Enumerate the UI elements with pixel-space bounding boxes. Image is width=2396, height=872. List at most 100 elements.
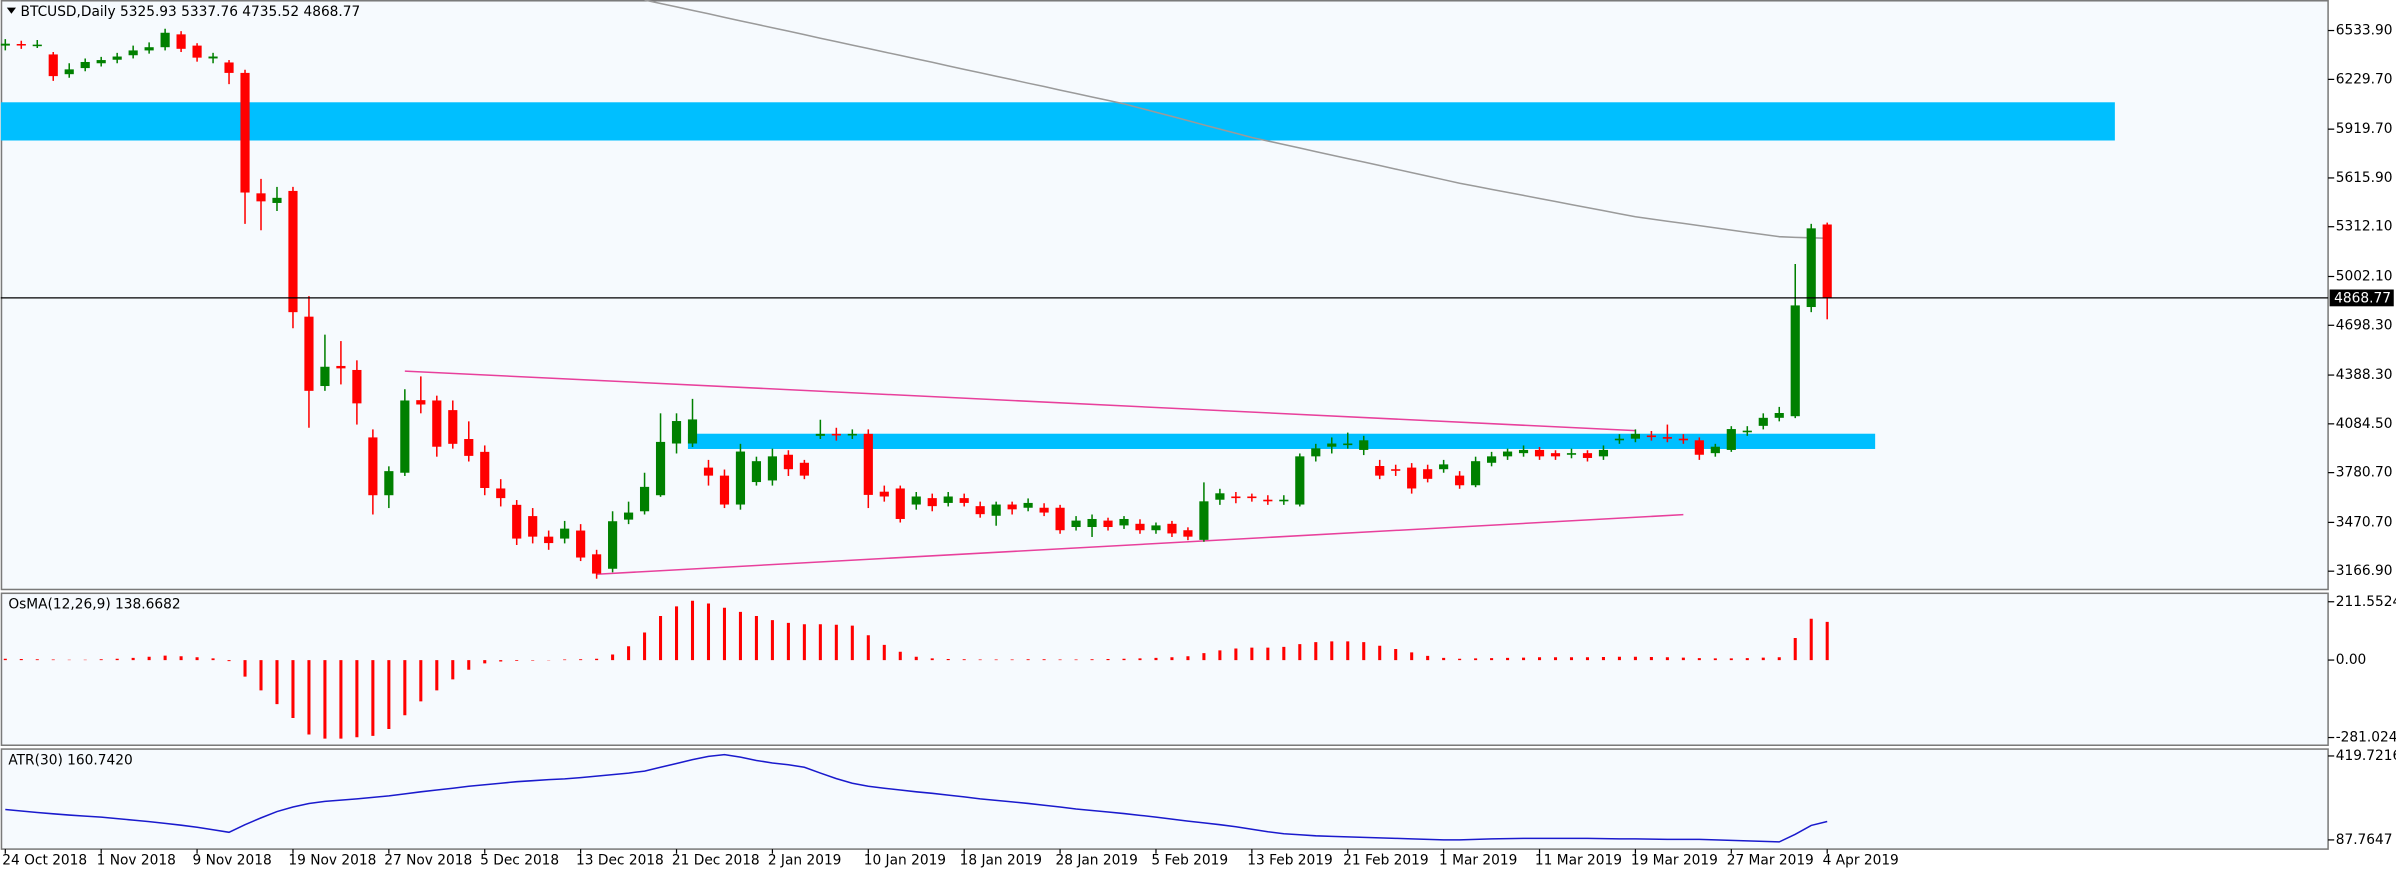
candle-body (256, 193, 266, 202)
osma-layer (3, 600, 1829, 739)
candle-body (64, 69, 74, 75)
y-tick-label: 6229.70 (2336, 71, 2393, 87)
candle-body (735, 451, 746, 505)
y-tick-label: 0.00 (2336, 652, 2367, 668)
x-tick-label: 4 Apr 2019 (1823, 853, 1899, 869)
y-tick-label: 3166.90 (2336, 563, 2393, 579)
candle-body (1103, 520, 1113, 528)
x-tick-label: 21 Dec 2018 (672, 853, 760, 869)
candle-body (592, 554, 602, 574)
candle-body (1423, 469, 1433, 479)
osma-title: OsMA(12,26,9) 138.6682 (8, 597, 180, 613)
candle-body (1439, 464, 1449, 470)
candle-body (112, 56, 122, 60)
candle-body (560, 528, 570, 539)
collapse-icon (6, 7, 16, 14)
candle-body (1742, 430, 1752, 433)
price-layer (0, 0, 2115, 579)
candle-body (1550, 453, 1561, 457)
candle-body (991, 504, 1001, 516)
candle-body (1822, 224, 1832, 298)
candle-body (1055, 507, 1065, 531)
candle-body (608, 521, 618, 569)
candle-body (208, 56, 218, 59)
y-tick-label: 5002.10 (2336, 268, 2393, 284)
candle-body (1119, 518, 1129, 526)
candle-body (192, 45, 202, 58)
candle-body (895, 488, 905, 519)
x-tick-label: 18 Jan 2019 (960, 853, 1042, 869)
candle-body (847, 433, 857, 436)
candle-body (1518, 449, 1529, 454)
candle-body (767, 456, 777, 481)
x-tick-label: 10 Jan 2019 (864, 853, 946, 869)
candle-body (384, 471, 394, 496)
x-tick-label: 21 Feb 2019 (1343, 853, 1428, 869)
y-tick-label: 5919.70 (2336, 121, 2393, 137)
candle-body (480, 451, 490, 488)
candle-body (639, 486, 650, 512)
candle-body (576, 530, 586, 558)
atr-title: ATR(30) 160.7420 (8, 753, 132, 769)
y-tick-label: 5312.10 (2336, 219, 2393, 235)
candle-body (911, 496, 921, 505)
atr-line (5, 753, 1828, 843)
x-tick-label: 1 Nov 2018 (97, 853, 176, 869)
candle-body (1135, 523, 1145, 531)
y-tick-label: 211.5524 (2336, 594, 2396, 610)
x-tick-label: 13 Feb 2019 (1247, 853, 1332, 869)
candle-body (224, 62, 234, 73)
candle-body (1694, 440, 1704, 455)
candle-body (927, 498, 937, 507)
y-tick-label: 4084.50 (2336, 416, 2393, 432)
x-tick-label: 5 Dec 2018 (480, 853, 559, 869)
moving-average (644, 0, 1828, 240)
candle-body (528, 516, 538, 537)
candle-body (512, 504, 522, 539)
candle-body (400, 400, 410, 473)
candle-body (943, 496, 953, 503)
candle-body (464, 439, 474, 456)
candle-body (1566, 453, 1577, 455)
candle-body (80, 61, 90, 69)
candle-body (1662, 437, 1672, 439)
x-tick-label: 19 Nov 2018 (288, 853, 376, 869)
candle-body (0, 43, 10, 46)
osma-panel (0, 592, 2329, 747)
candle-body (1487, 456, 1497, 463)
candle-body (1726, 429, 1736, 450)
candle-body (32, 44, 42, 47)
candle-body (1806, 228, 1816, 308)
price-label: 4868.77 (2334, 291, 2391, 307)
y-tick-label: 3780.70 (2336, 465, 2393, 481)
candle-body (160, 32, 170, 48)
candle-body (432, 400, 442, 447)
candle-body (1279, 499, 1289, 502)
candle-body (240, 72, 250, 193)
price-panel (0, 0, 2329, 591)
candle-body (176, 34, 186, 49)
y-tick-label: 87.7647 (2336, 832, 2393, 848)
candle-body (336, 365, 346, 369)
candle-body (1295, 456, 1305, 505)
candle-body (959, 498, 969, 503)
y-tick-label: 4388.30 (2336, 367, 2393, 383)
y-tick-label: 6533.90 (2336, 23, 2393, 39)
candle-body (1375, 465, 1385, 476)
x-tick-label: 1 Mar 2019 (1439, 853, 1517, 869)
candle-body (1534, 449, 1545, 457)
x-tick-label: 9 Nov 2018 (192, 853, 271, 869)
candle-body (544, 536, 554, 544)
x-tick-label: 5 Feb 2019 (1151, 853, 1228, 869)
candle-body (687, 419, 698, 444)
candle-body (1007, 504, 1017, 510)
x-tick-label: 19 Mar 2019 (1631, 853, 1718, 869)
candle-body (1614, 438, 1625, 441)
candle-body (1710, 446, 1720, 454)
candle-body (320, 366, 330, 387)
candle-body (1582, 453, 1593, 458)
candle-body (96, 60, 106, 64)
candle-body (623, 512, 634, 520)
